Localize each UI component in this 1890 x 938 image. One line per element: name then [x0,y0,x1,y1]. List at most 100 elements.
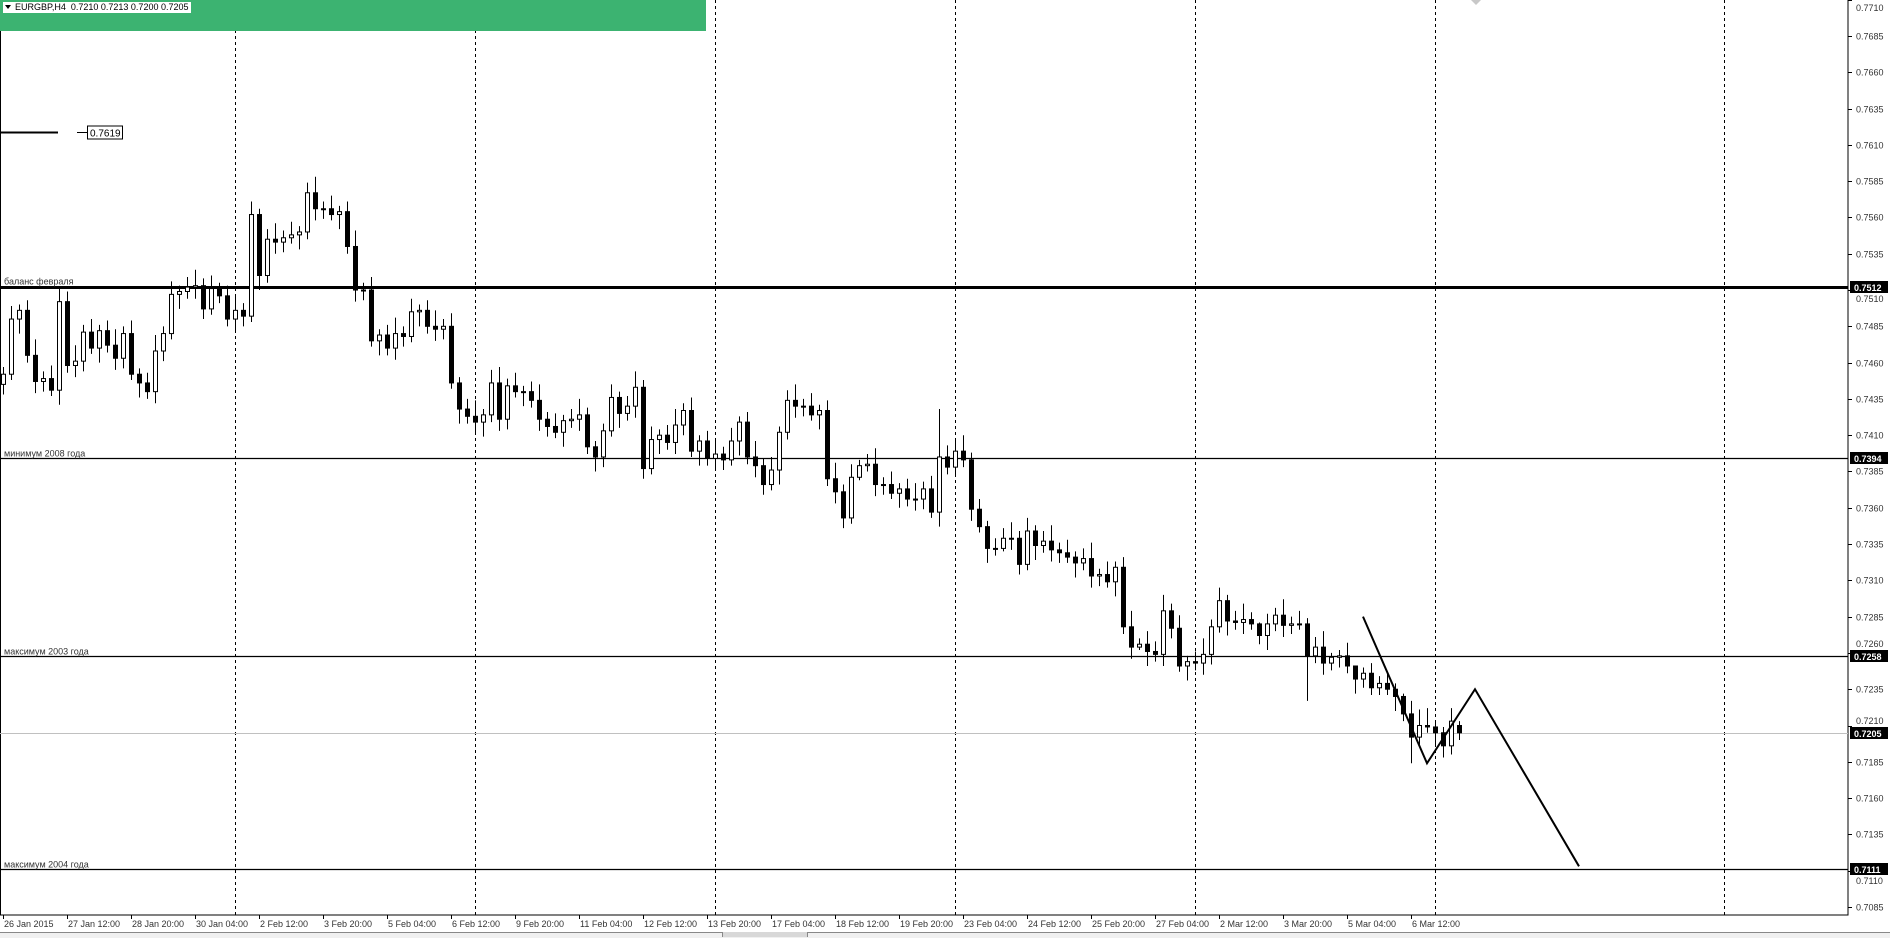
y-tick-label: 0.7510 [1856,294,1884,304]
candle-body-bear [969,459,974,510]
candle [33,339,38,394]
candle-body-bear [841,491,846,519]
candle [9,305,14,381]
y-tick-label: 0.7235 [1856,685,1884,695]
x-tick-label: 24 Feb 12:00 [1028,919,1081,929]
candle-body-bull [785,399,790,433]
candle [1321,631,1326,675]
candle-body-bear [929,488,934,513]
candle-body-bear [1353,665,1358,680]
candle [1169,603,1174,639]
candle [1065,539,1070,563]
candle-body-bull [409,311,414,337]
candle-body-bear [49,378,54,391]
candle [129,320,134,381]
y-tick-label: 0.7135 [1856,830,1884,840]
level-label: максимум 2003 года [4,647,89,657]
candle [41,371,46,392]
candle-body-bear [129,333,134,375]
candle-body-bull [937,456,942,513]
candle-body-bull [121,333,126,359]
candle [1105,561,1110,588]
candle [521,385,526,407]
candle-body-bull [393,333,398,349]
candle [561,414,566,447]
candle [1369,663,1374,696]
candle-body-bull [1025,530,1030,565]
candle-body-bear [345,211,350,247]
candle [1113,561,1118,597]
candle [1417,709,1422,745]
candle [209,275,214,315]
candle-body-bear [217,288,222,297]
candle-body-bull [361,289,366,292]
candle-body-bear [433,325,438,330]
candle-body-bull [1417,725,1422,738]
candle-body-bull [657,434,662,441]
candle [1025,517,1030,571]
candle [1193,651,1198,671]
candle-body-bull [777,431,782,471]
candle [609,384,614,437]
candle-body-bear [1065,552,1070,558]
price-label-box [1850,281,1888,293]
candle-body-bull [161,333,166,352]
candle-body-bear [945,456,950,468]
candle-body-bull [953,450,958,468]
candle [201,278,206,320]
price-label: 0.7258 [1854,652,1882,662]
candle-body-bull [233,309,238,320]
candle-body-bear [353,245,358,291]
candle [281,230,286,253]
candle-body-bull [865,463,870,467]
candle [1129,610,1134,659]
x-tick-label: 2 Mar 12:00 [1220,919,1268,929]
candle [1457,721,1462,741]
candle [721,446,726,471]
symbol-label: EURGBP,H4 [15,2,66,12]
x-tick-label: 27 Jan 12:00 [68,919,120,929]
candle [273,223,278,254]
candle-body-bull [1337,655,1342,658]
candle-body-bear [1233,620,1238,623]
candle-body-bear [385,334,390,349]
candle-body-bear [1257,623,1262,637]
candle [761,458,766,495]
dropdown-arrow-icon[interactable] [5,5,11,9]
candle-body-bear [465,408,470,417]
candle [913,483,918,511]
candle-body-bear [809,405,814,416]
candle [1089,542,1094,588]
candle-body-bear [145,382,150,393]
level-label: максимум 2004 года [4,860,89,870]
candle-body-bear [825,410,830,480]
candle-body-bull [297,231,302,236]
candle-body-bull [377,334,382,342]
candle [417,304,422,327]
candle [337,205,342,230]
candle [1217,587,1222,633]
candle-body-bull [169,293,174,335]
candle-body-bull [337,211,342,216]
x-tick-label: 6 Mar 12:00 [1412,919,1460,929]
candle-body-bear [1089,558,1094,577]
candle [409,298,414,343]
candle-body-bear [745,421,750,458]
candle [889,471,894,500]
candle-body-bear [977,508,982,528]
candle [665,425,670,450]
candle [681,403,686,436]
candle [169,281,174,340]
candle-body-bear [65,301,70,367]
x-tick-label: 18 Feb 12:00 [836,919,889,929]
symbol-header-band: EURGBP,H4 0.7210 0.7213 0.7200 0.7205 [0,0,706,31]
candle-body-bear [25,309,30,356]
candle [89,319,94,354]
candle [401,326,406,347]
y-tick-label: 0.7610 [1856,141,1884,151]
x-tick-label: 26 Jan 2015 [4,919,54,929]
candle-body-bull [897,488,902,494]
candle-body-bull [913,498,918,501]
chart-tab-active[interactable] [722,932,808,937]
